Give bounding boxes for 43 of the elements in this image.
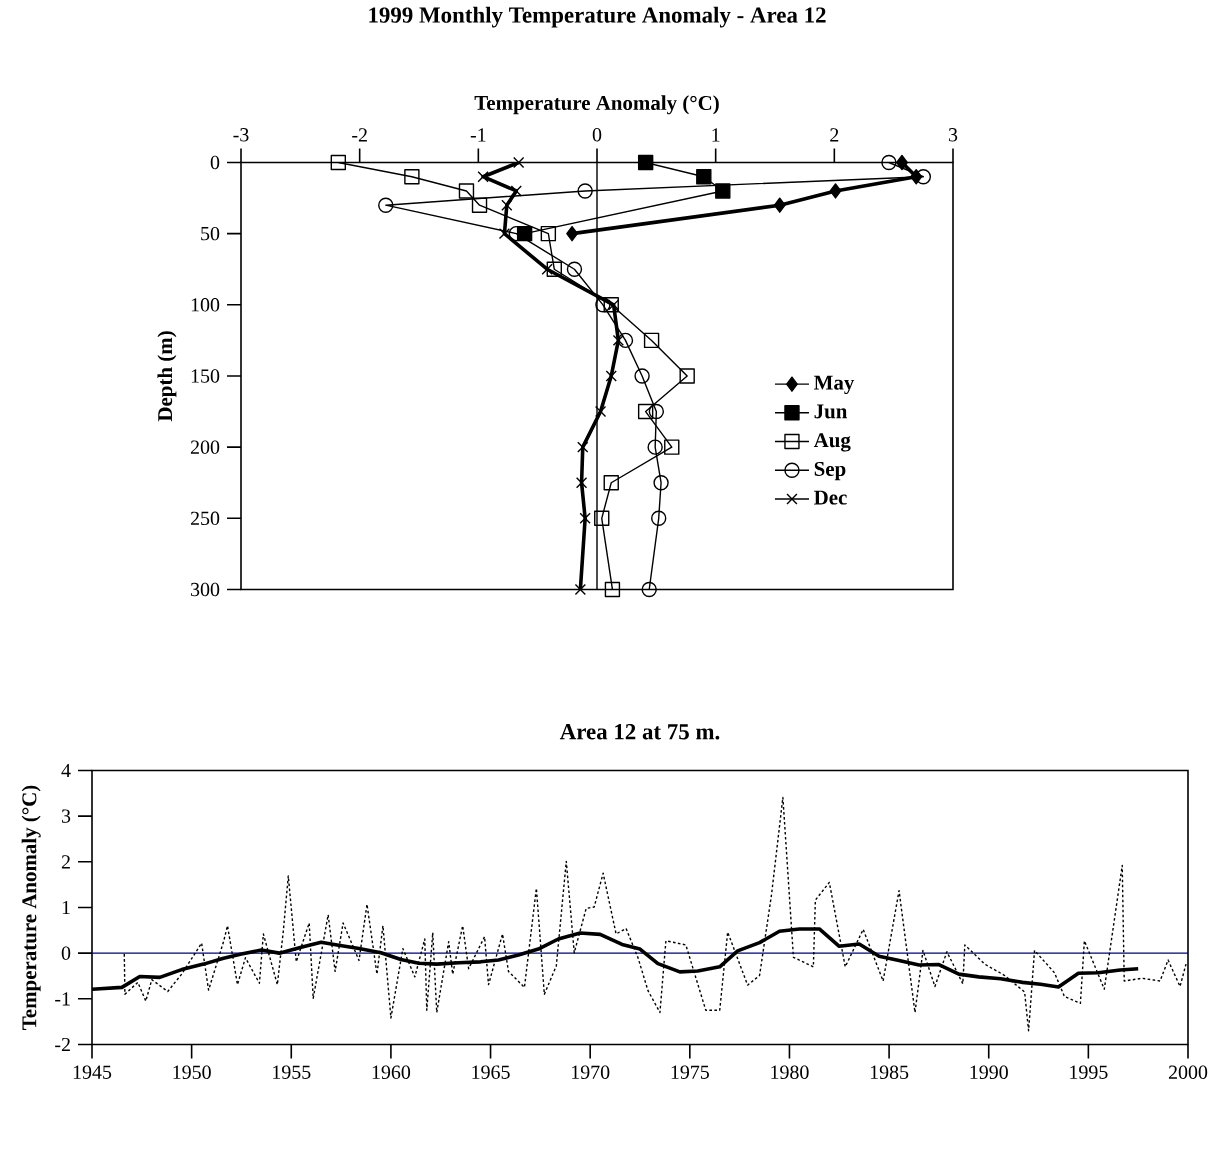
x-tick-label: 3 (948, 127, 958, 142)
y-tick-label: 3 (61, 809, 71, 823)
y-tick-label: 100 (191, 297, 220, 312)
x-tick-label: 1945 (73, 1065, 112, 1079)
y-tick-label: 4 (61, 763, 71, 777)
x-tick-label: 1960 (372, 1065, 411, 1079)
y-tick-label: 0 (61, 946, 71, 960)
x-tick-label: 1970 (572, 1065, 610, 1079)
y-tick-label: -1 (55, 992, 70, 1006)
x-tick-label: 0 (592, 127, 602, 142)
legend-label: May (814, 375, 855, 394)
y-tick-label: 250 (190, 511, 220, 525)
x-tick-label: 1 (712, 128, 720, 142)
y-axis-title: Depth (m) (157, 331, 177, 421)
y-tick-label: 1 (62, 900, 70, 914)
x-tick-label: -3 (233, 127, 249, 142)
x-tick-label: -2 (352, 128, 367, 142)
x-tick-label: 1980 (771, 1065, 809, 1079)
x-tick-label: 1990 (970, 1065, 1008, 1079)
y-tick-label: 50 (201, 226, 220, 241)
y-tick-label: 0 (210, 155, 220, 169)
x-tick-label: 1955 (273, 1065, 311, 1079)
chart-title: Area 12 at 75 m. (559, 723, 720, 740)
y-tick-label: 150 (191, 369, 220, 383)
legend-label: Sep (814, 461, 846, 480)
y-tick-label: -2 (55, 1037, 70, 1051)
legend-label: Jun (814, 404, 848, 419)
x-tick-label: 2000 (1168, 1065, 1208, 1079)
y-tick-label: 300 (191, 582, 220, 596)
x-tick-label: 1995 (1070, 1065, 1108, 1079)
x-axis-title: Temperature Anomaly (°C) (474, 95, 719, 115)
y-tick-label: 200 (190, 440, 220, 454)
chart-title: 1999 Monthly Temperature Anomaly - Area 12 (369, 6, 826, 28)
x-tick-label: -1 (470, 128, 486, 142)
legend-label: Dec (814, 490, 847, 505)
x-tick-label: 1965 (472, 1065, 510, 1079)
x-tick-label: 1975 (671, 1065, 709, 1079)
y-axis-title: Temperature Anomaly (°C) (21, 785, 41, 1030)
x-tick-label: 1985 (870, 1065, 909, 1079)
legend-label: Aug (813, 432, 851, 452)
x-tick-label: 1950 (173, 1065, 211, 1079)
x-tick-label: 2 (830, 128, 839, 142)
y-tick-label: 2 (61, 854, 70, 869)
